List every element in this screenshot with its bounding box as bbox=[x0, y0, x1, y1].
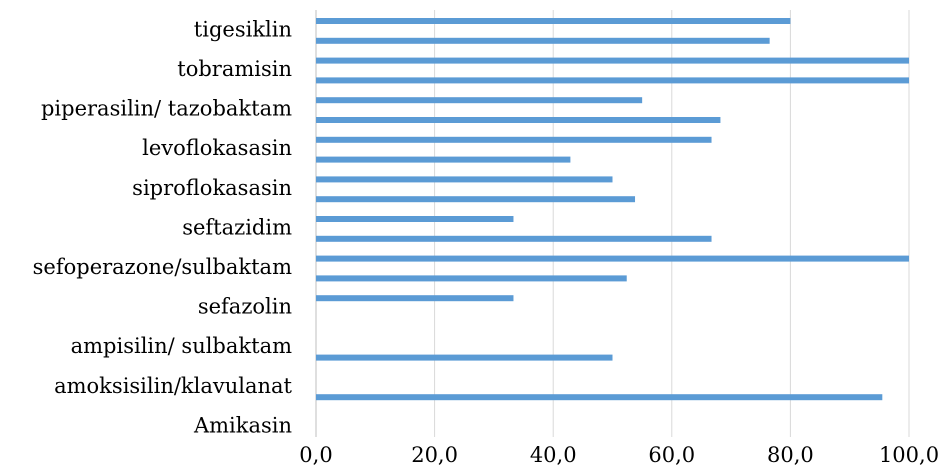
y-tick-label: piperasilin/ tazobaktam bbox=[41, 97, 292, 121]
bar bbox=[316, 196, 636, 203]
bar bbox=[316, 354, 613, 361]
bar bbox=[316, 77, 909, 84]
bars bbox=[316, 18, 909, 401]
y-tick-label: ampisilin/ sulbaktam bbox=[71, 334, 292, 358]
y-tick-label: amoksisilin/klavulanat bbox=[54, 374, 292, 398]
y-tick-labels: tigesiklin tobramisin piperasilin/ tazobak… bbox=[33, 17, 293, 437]
x-tick-label: 20,0 bbox=[411, 443, 458, 467]
bar bbox=[316, 295, 514, 302]
y-tick-label: sefazolin bbox=[198, 295, 292, 319]
y-tick-label: tigesiklin bbox=[194, 17, 292, 41]
bar bbox=[316, 216, 514, 222]
bar bbox=[316, 275, 627, 282]
bar bbox=[316, 156, 571, 163]
bar bbox=[316, 57, 909, 64]
y-tick-label: levoflokasasin bbox=[142, 136, 292, 160]
bar bbox=[316, 37, 770, 44]
bar bbox=[316, 394, 883, 401]
bar bbox=[316, 136, 712, 143]
bar bbox=[316, 117, 721, 123]
x-tick-label: 60,0 bbox=[648, 443, 695, 467]
x-tick-label: 80,0 bbox=[767, 443, 814, 467]
x-tick-label: 40,0 bbox=[530, 443, 577, 467]
bar bbox=[316, 176, 613, 183]
bar bbox=[316, 235, 712, 242]
bar bbox=[316, 18, 791, 24]
y-tick-label: siproflokasasin bbox=[132, 176, 292, 200]
y-tick-label: Amikasin bbox=[193, 413, 292, 437]
gridlines bbox=[434, 10, 910, 437]
y-tick-label: seftazidim bbox=[182, 215, 292, 239]
y-tick-label: tobramisin bbox=[177, 57, 292, 81]
x-tick-label: 100,0 bbox=[879, 443, 939, 467]
y-tick-label: sefoperazone/sulbaktam bbox=[33, 255, 292, 279]
bar bbox=[316, 97, 643, 104]
x-tick-labels: 0,0 20,0 40,0 60,0 80,0 100,0 bbox=[299, 443, 939, 467]
bar bbox=[316, 255, 909, 262]
x-tick-label: 0,0 bbox=[299, 443, 332, 467]
